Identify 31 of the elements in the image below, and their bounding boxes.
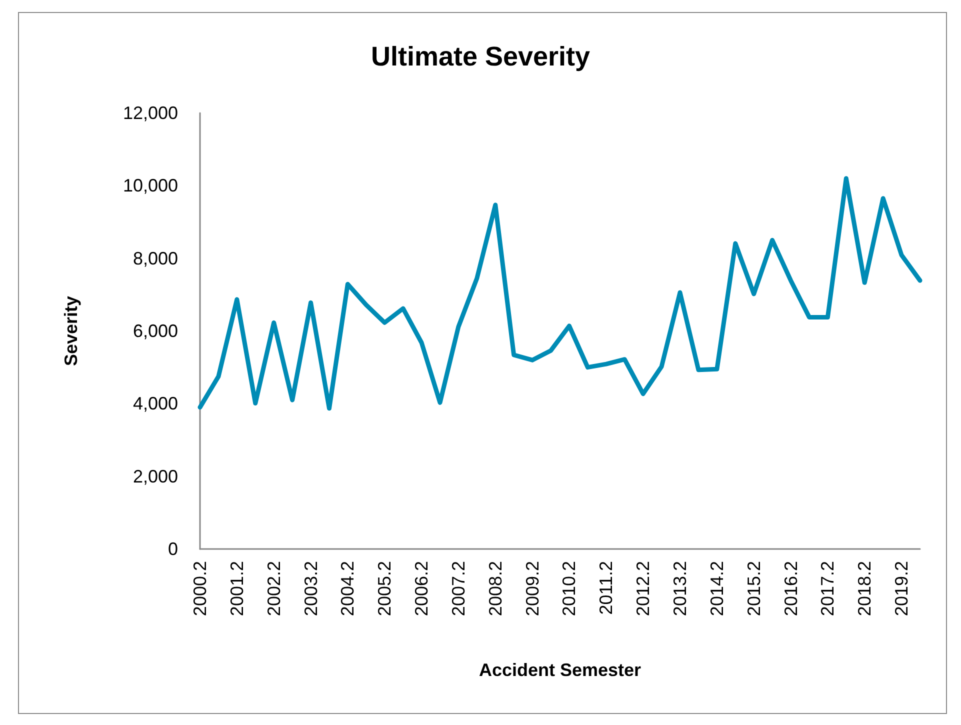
x-tick-label: 2016.2 xyxy=(780,561,801,616)
x-tick-label: 2010.2 xyxy=(559,561,580,616)
x-tick-label: 2014.2 xyxy=(706,561,727,616)
y-tick-label: 12,000 xyxy=(122,103,178,123)
x-tick-label: 2018.2 xyxy=(854,561,875,616)
x-tick-label: 2013.2 xyxy=(670,561,690,616)
y-tick-label: 4,000 xyxy=(132,394,178,414)
y-tick-label: 6,000 xyxy=(132,321,178,341)
x-tick-label: 2005.2 xyxy=(374,561,395,616)
x-tick-label: 2007.2 xyxy=(448,561,468,616)
x-tick-label: 2006.2 xyxy=(412,561,432,616)
y-tick-label: 0 xyxy=(168,539,178,559)
x-tick-label: 2000.2 xyxy=(190,561,210,616)
x-tick-label: 2009.2 xyxy=(522,561,542,616)
x-tick-label: 2008.2 xyxy=(485,561,506,616)
x-axis-title: Accident Semester xyxy=(478,660,642,680)
x-tick-label: 2001.2 xyxy=(226,561,247,616)
x-tick-label: 2002.2 xyxy=(264,561,284,616)
line-series xyxy=(198,176,922,411)
y-tick-label: 2,000 xyxy=(132,466,178,486)
x-tick-label: 2015.2 xyxy=(744,561,764,616)
x-tick-label: 2012.2 xyxy=(633,561,654,616)
x-tick-label: 2019.2 xyxy=(892,561,912,616)
y-tick-label: 10,000 xyxy=(122,176,178,196)
x-tick-label: 2004.2 xyxy=(338,561,358,616)
x-tick-label: 2003.2 xyxy=(300,561,321,616)
chart-title: Ultimate Severity xyxy=(370,42,590,72)
y-axis-title: Severity xyxy=(61,296,81,366)
y-tick-label: 8,000 xyxy=(132,248,178,268)
x-tick-label: 2017.2 xyxy=(818,561,838,616)
x-tick-label: 2011.2 xyxy=(596,561,616,615)
